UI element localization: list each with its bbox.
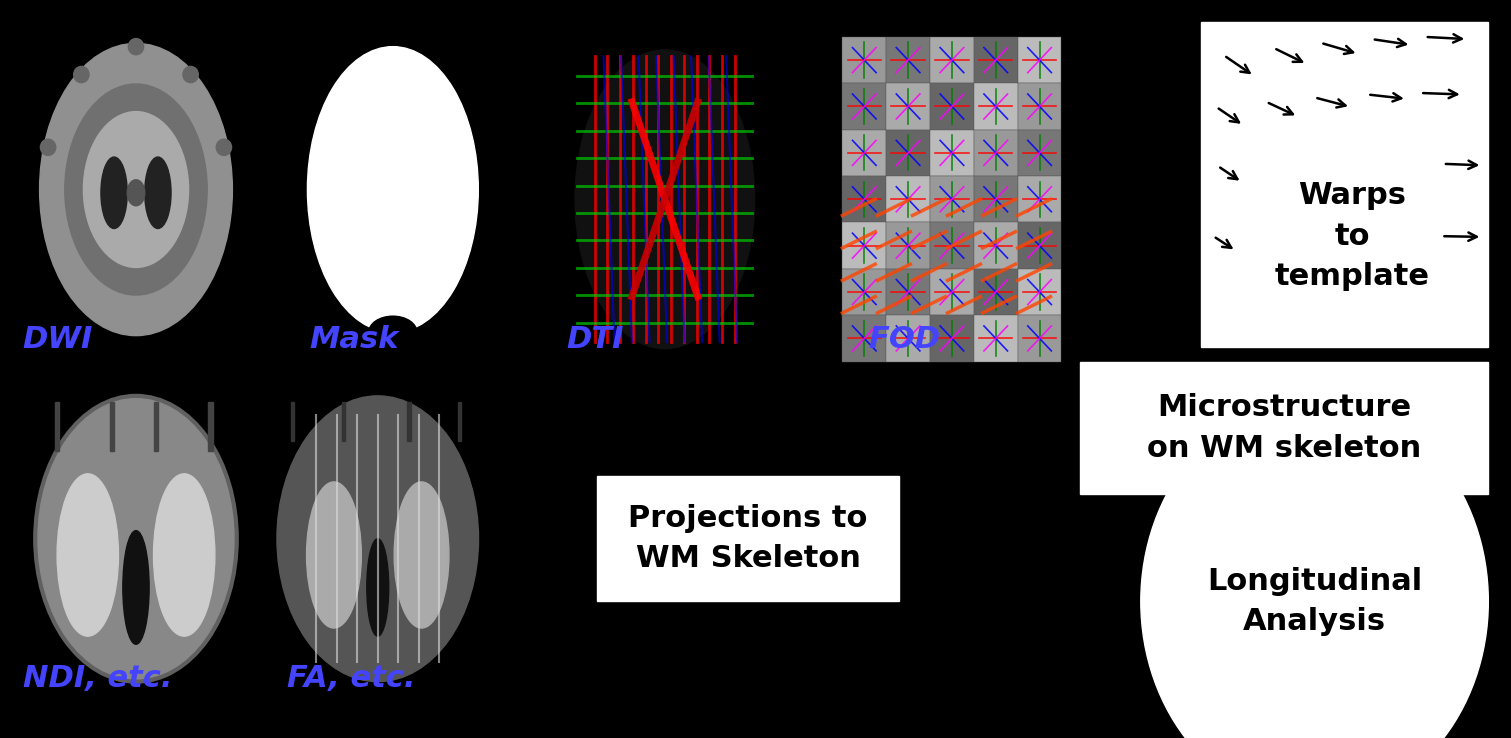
- Bar: [929, 315, 973, 362]
- Bar: [973, 130, 1018, 176]
- Bar: [843, 269, 887, 315]
- Ellipse shape: [576, 50, 754, 348]
- Ellipse shape: [216, 139, 231, 156]
- Bar: [1080, 362, 1488, 494]
- Bar: [1018, 83, 1061, 130]
- Ellipse shape: [369, 316, 417, 348]
- Bar: [458, 402, 461, 441]
- Text: Warps
to
template: Warps to template: [1275, 181, 1429, 292]
- Bar: [843, 37, 1061, 362]
- Bar: [843, 222, 887, 269]
- Bar: [885, 83, 931, 130]
- Bar: [929, 269, 973, 315]
- Bar: [341, 402, 345, 441]
- Bar: [154, 402, 157, 451]
- Ellipse shape: [122, 531, 150, 644]
- Bar: [209, 402, 213, 451]
- Bar: [885, 130, 931, 176]
- Bar: [929, 130, 973, 176]
- Ellipse shape: [1141, 398, 1488, 738]
- Bar: [843, 176, 887, 222]
- Bar: [885, 222, 931, 269]
- Bar: [1018, 222, 1061, 269]
- Text: NDI, etc.: NDI, etc.: [23, 664, 172, 694]
- Bar: [885, 37, 931, 83]
- Bar: [1018, 269, 1061, 315]
- Bar: [1018, 315, 1061, 362]
- Bar: [843, 315, 887, 362]
- Text: Longitudinal
Analysis: Longitudinal Analysis: [1207, 567, 1422, 636]
- Bar: [1201, 22, 1488, 347]
- Text: FA, etc.: FA, etc.: [287, 664, 416, 694]
- Bar: [1018, 130, 1061, 176]
- Bar: [269, 376, 487, 701]
- Bar: [597, 476, 899, 601]
- Bar: [885, 269, 931, 315]
- Bar: [929, 222, 973, 269]
- Text: Projections to
WM Skeleton: Projections to WM Skeleton: [629, 504, 867, 573]
- Text: DWI: DWI: [23, 325, 94, 354]
- Bar: [973, 269, 1018, 315]
- Bar: [408, 402, 411, 441]
- Bar: [1018, 37, 1061, 83]
- Text: DTI: DTI: [567, 325, 624, 354]
- Ellipse shape: [277, 396, 479, 682]
- Ellipse shape: [57, 474, 118, 636]
- Bar: [973, 222, 1018, 269]
- Bar: [929, 37, 973, 83]
- Bar: [27, 37, 245, 362]
- Bar: [556, 37, 774, 362]
- Ellipse shape: [39, 44, 233, 336]
- Ellipse shape: [183, 66, 198, 83]
- Ellipse shape: [101, 157, 127, 229]
- Bar: [885, 176, 931, 222]
- Ellipse shape: [367, 539, 388, 636]
- Bar: [284, 37, 502, 362]
- Ellipse shape: [65, 84, 207, 295]
- Bar: [929, 83, 973, 130]
- Ellipse shape: [74, 66, 89, 83]
- Bar: [973, 37, 1018, 83]
- Bar: [110, 402, 115, 451]
- Ellipse shape: [307, 482, 361, 628]
- Ellipse shape: [128, 38, 144, 55]
- Bar: [843, 130, 887, 176]
- Ellipse shape: [35, 396, 237, 682]
- Ellipse shape: [145, 157, 171, 229]
- Ellipse shape: [394, 482, 449, 628]
- Ellipse shape: [83, 111, 189, 267]
- Bar: [973, 176, 1018, 222]
- Bar: [973, 315, 1018, 362]
- Bar: [1018, 176, 1061, 222]
- Bar: [929, 176, 973, 222]
- Ellipse shape: [154, 474, 215, 636]
- Text: Mask: Mask: [310, 325, 399, 354]
- Bar: [843, 83, 887, 130]
- Ellipse shape: [41, 139, 56, 156]
- Bar: [885, 315, 931, 362]
- Bar: [843, 37, 887, 83]
- Bar: [27, 376, 245, 701]
- Ellipse shape: [127, 180, 145, 206]
- Ellipse shape: [307, 46, 479, 332]
- Bar: [973, 83, 1018, 130]
- Text: FOD: FOD: [869, 325, 941, 354]
- Bar: [54, 402, 59, 451]
- Text: Microstructure
on WM skeleton: Microstructure on WM skeleton: [1147, 393, 1422, 463]
- Bar: [292, 402, 295, 441]
